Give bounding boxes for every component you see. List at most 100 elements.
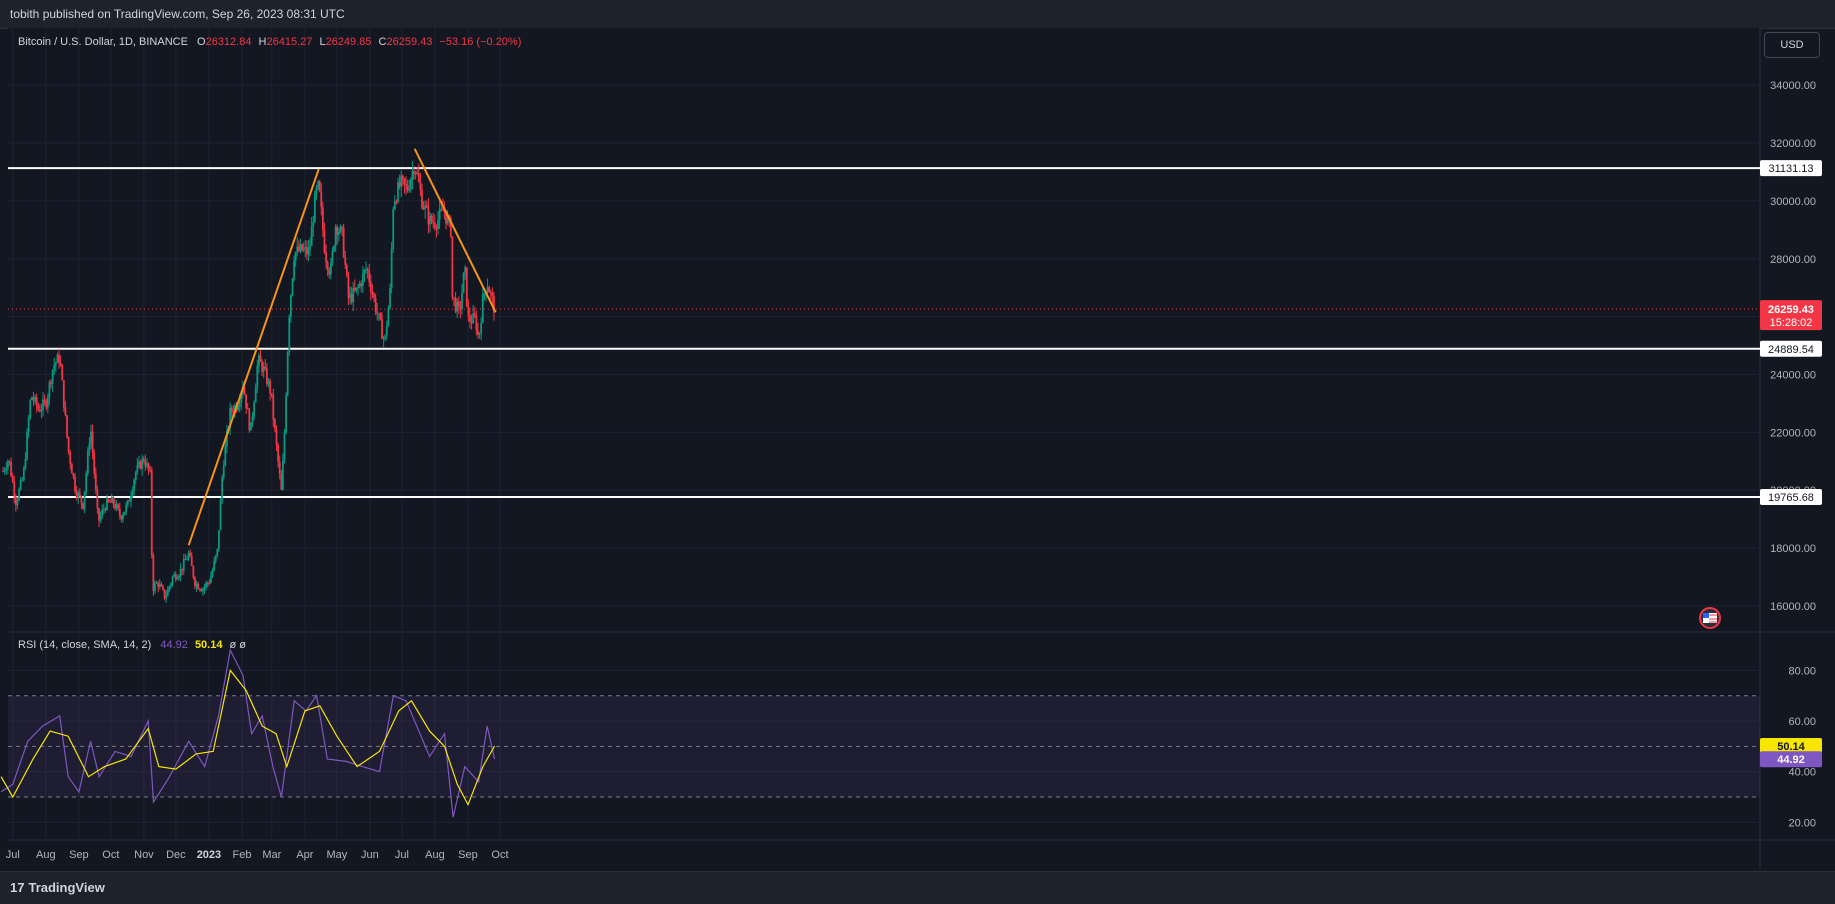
candle-body — [190, 556, 193, 567]
candle-body — [483, 293, 486, 295]
candle-body — [58, 354, 60, 363]
candle-body — [317, 181, 319, 188]
candle-body — [446, 216, 449, 224]
rsi-legend[interactable]: RSI (14, close, SMA, 14, 2) 44.92 50.14 … — [18, 639, 246, 651]
candle-body — [40, 409, 43, 412]
candle-body — [379, 313, 382, 320]
candle-body — [67, 436, 70, 453]
price-tick-label: 16000.00 — [1770, 601, 1816, 613]
candle-body — [88, 443, 91, 452]
candle-body — [472, 313, 475, 323]
candle-body — [369, 281, 372, 292]
candle-body — [126, 500, 129, 505]
candle-body — [115, 504, 118, 509]
candle-body — [296, 246, 299, 253]
currency-button[interactable]: USD — [1764, 32, 1820, 58]
candle-body — [489, 292, 492, 294]
rsi-marker-label-bg — [1760, 751, 1822, 768]
candle-body — [256, 365, 259, 388]
candle-body — [333, 246, 335, 251]
candle-body — [401, 175, 404, 179]
candle-body — [272, 395, 275, 420]
time-tick-label: Apr — [296, 849, 313, 861]
candle-body — [30, 397, 33, 401]
candle-body — [376, 311, 379, 314]
candle-body — [213, 561, 216, 571]
candle-body — [66, 415, 68, 437]
candle-body — [360, 283, 363, 287]
candle-body — [123, 511, 126, 516]
candle-body — [112, 497, 115, 504]
candle-body — [74, 476, 76, 491]
candle-body — [350, 293, 353, 303]
time-tick-label: 2023 — [197, 849, 221, 861]
candle-body — [250, 422, 252, 431]
grid — [8, 28, 1835, 868]
price-tick-label: 24000.00 — [1770, 370, 1816, 382]
candle-body — [48, 382, 51, 398]
candle-body — [6, 460, 9, 469]
candle-body — [93, 452, 96, 474]
candle-body — [422, 208, 425, 210]
candles — [2, 161, 495, 603]
price-tick-label: 22000.00 — [1770, 427, 1816, 439]
candle-body — [205, 582, 208, 587]
close-value: 26259.43 — [386, 36, 433, 48]
candle-body — [266, 368, 268, 385]
candle-body — [34, 396, 36, 401]
candle-body — [313, 193, 316, 223]
candle-body — [395, 201, 398, 203]
time-tick-label: Jul — [395, 849, 409, 861]
candle-body — [154, 583, 156, 592]
candle-body — [393, 201, 396, 210]
candle-body — [297, 246, 300, 252]
candle-body — [457, 301, 460, 307]
candle-body — [160, 584, 163, 587]
candle-body — [368, 270, 371, 282]
publish-line: tobith published on TradingView.com, Sep… — [10, 7, 345, 21]
candle-body — [385, 326, 388, 336]
candle-body — [106, 498, 108, 510]
rsi-marker-label: 44.92 — [1777, 754, 1805, 766]
candle-body — [69, 452, 72, 464]
rsi-tick-label: 60.00 — [1788, 716, 1816, 728]
candle-body — [425, 205, 428, 208]
candle-body — [357, 287, 359, 289]
candle-body — [328, 270, 331, 275]
candle-body — [285, 395, 287, 433]
time-tick-label: Jun — [361, 849, 379, 861]
candle-body — [347, 275, 350, 298]
candle-body — [381, 319, 383, 339]
candle-body — [206, 582, 209, 584]
candle-body — [302, 248, 305, 251]
symbol-legend[interactable]: Bitcoin / U.S. Dollar, 1D, BINANCE O2631… — [18, 36, 521, 48]
candle-body — [361, 273, 364, 287]
candle-body — [301, 244, 303, 251]
candle-body — [182, 559, 185, 571]
trendlines — [187, 148, 497, 546]
time-tick-label: Feb — [232, 849, 251, 861]
candle-body — [21, 479, 24, 481]
candle-body — [85, 473, 88, 492]
candle-body — [13, 481, 16, 497]
candle-body — [150, 470, 153, 556]
rsi-value: 44.92 — [160, 639, 188, 651]
rsi-tick-label: 20.00 — [1788, 817, 1816, 829]
candle-body — [118, 508, 121, 516]
candle-body — [325, 252, 327, 263]
candle-body — [144, 461, 147, 467]
tradingview-logo[interactable]: 17 TradingView — [10, 880, 105, 895]
candle-body — [437, 219, 439, 230]
candle-body — [238, 402, 241, 408]
open-value: 26312.84 — [205, 36, 252, 48]
candle-body — [210, 576, 212, 583]
candle-body — [278, 461, 281, 475]
candle-body — [11, 476, 14, 482]
candle-body — [141, 458, 144, 469]
candle-body — [224, 446, 227, 466]
candle-body — [101, 509, 104, 516]
candle-body — [486, 287, 489, 293]
candle-body — [345, 264, 348, 276]
candle-body — [178, 576, 180, 579]
